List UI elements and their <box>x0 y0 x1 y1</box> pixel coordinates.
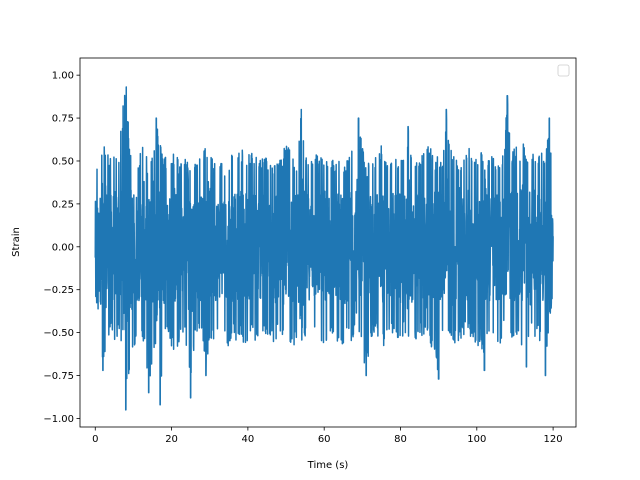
axes-frame <box>79 57 577 428</box>
x-tick-label: 80 <box>394 434 407 445</box>
y-axis-ticks: −1.00 −0.75 −0.50 −0.25 0.00 0.25 0.50 0.75 1.00 <box>43 71 80 425</box>
y-tick-label: 0.00 <box>52 242 74 253</box>
x-axis-ticks: 0 20 40 60 80 100 120 <box>92 427 563 445</box>
x-tick-label: 40 <box>242 434 255 445</box>
y-tick-label: 0.75 <box>52 114 74 125</box>
x-axis-label: Time (s) <box>307 460 349 471</box>
x-tick-label: 100 <box>467 434 486 445</box>
y-tick-label: −0.75 <box>43 371 74 382</box>
x-tick-label: 0 <box>92 434 98 445</box>
y-tick-label: 1.00 <box>52 71 74 82</box>
x-tick-label: 120 <box>544 434 563 445</box>
strain-series-line <box>94 86 554 411</box>
y-tick-label: −0.50 <box>43 328 74 339</box>
x-tick-label: 60 <box>318 434 331 445</box>
y-tick-label: −0.25 <box>43 285 74 296</box>
y-tick-label: 0.25 <box>52 199 74 210</box>
legend-box <box>557 64 570 77</box>
series-layer <box>94 86 554 411</box>
y-axis-label: Strain <box>11 227 22 257</box>
x-tick-label: 20 <box>165 434 178 445</box>
y-tick-label: 0.50 <box>52 156 74 167</box>
y-tick-label: −1.00 <box>43 414 74 425</box>
